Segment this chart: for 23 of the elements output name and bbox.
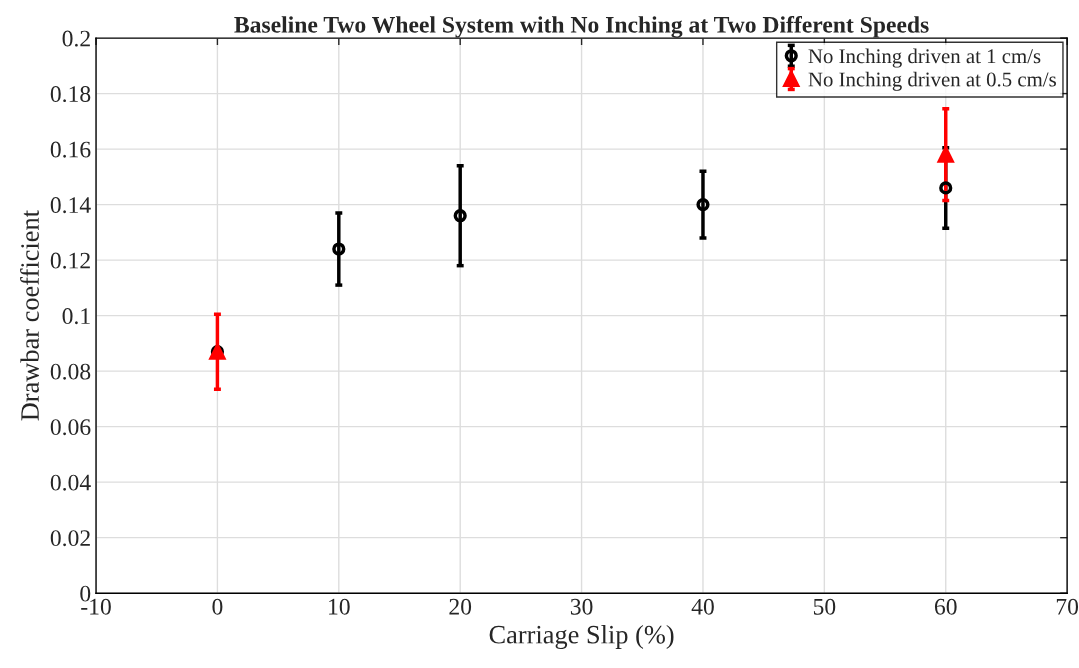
legend-label: No Inching driven at 1 cm/s [808, 48, 1041, 68]
y-tick-label: 0.06 [50, 419, 91, 436]
x-tick-label: 10 [329, 598, 350, 615]
legend-label: No Inching driven at 0.5 cm/s [808, 71, 1056, 91]
y-tick-label: 0.2 [62, 30, 90, 47]
chart-title: Baseline Two Wheel System with No Inching at Two Different Speeds [234, 15, 929, 38]
x-axis-title: Carriage Slip (%) [489, 625, 674, 650]
y-tick-label: 0.04 [50, 474, 91, 491]
y-tick-label: 0.14 [50, 197, 91, 214]
x-tick-label: 70 [1056, 598, 1079, 615]
x-tick-label: 50 [813, 598, 836, 615]
y-tick-label: 0.02 [50, 530, 90, 547]
x-tick-label: 60 [934, 598, 957, 615]
y-axis-title: Drawbar coefficient [20, 210, 39, 421]
x-tick-label: 40 [691, 598, 714, 615]
x-tick-label: 30 [570, 598, 593, 615]
x-tick-label: 0 [212, 598, 223, 615]
y-tick-label: 0.08 [50, 363, 91, 380]
y-tick-label: 0.18 [50, 86, 91, 103]
y-tick-label: 0.12 [50, 252, 90, 269]
x-tick-label: 20 [449, 598, 472, 615]
y-tick-label: 0.16 [50, 141, 91, 158]
y-tick-label: 0.1 [62, 308, 90, 325]
